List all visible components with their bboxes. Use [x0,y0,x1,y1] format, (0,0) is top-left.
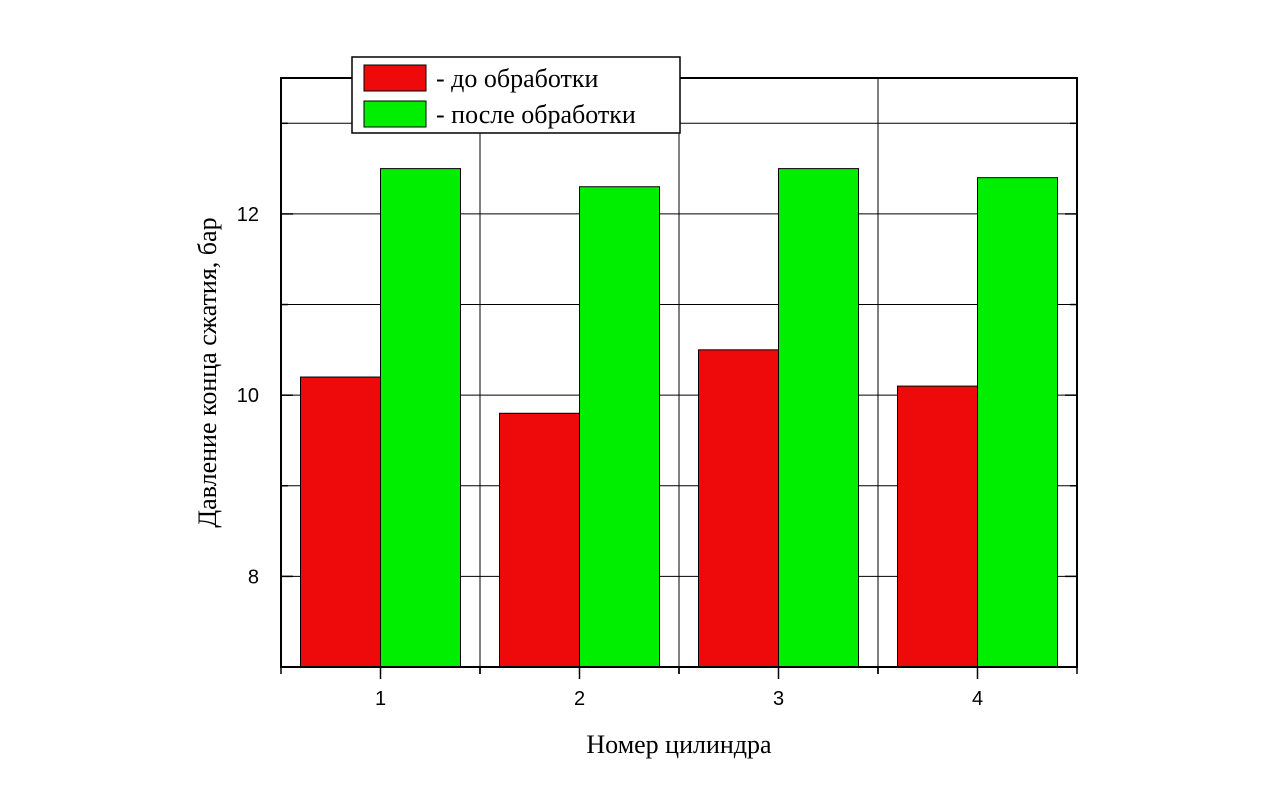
x-tick-label: 3 [773,688,784,710]
bar-after-3 [778,168,859,668]
bars [300,168,1058,668]
legend-swatch-after [363,100,427,128]
y-tick-label: 8 [248,566,259,588]
bar-after-4 [977,177,1058,668]
bar-before-3 [698,349,779,668]
y-tick-label: 10 [237,385,259,407]
legend-swatch-before [363,64,427,92]
bar-before-4 [897,385,978,668]
bar-before-2 [499,412,580,668]
bar-after-1 [380,168,461,668]
legend-label-after: - после обработки [436,100,636,129]
y-axis-title: Давление конца сжатия, бар [193,217,222,527]
bar-after-2 [579,186,660,668]
legend-label-before: - до обработки [436,64,599,93]
x-axis-title: Номер цилиндра [586,730,772,759]
x-tick-label: 2 [574,688,585,710]
bar-before-1 [300,376,381,668]
x-tick-label: 4 [972,688,983,710]
x-tick-label: 1 [375,688,386,710]
axis-ticks [280,122,1078,679]
legend: - до обработки - после обработки [351,56,681,134]
y-tick-label: 12 [237,204,259,226]
